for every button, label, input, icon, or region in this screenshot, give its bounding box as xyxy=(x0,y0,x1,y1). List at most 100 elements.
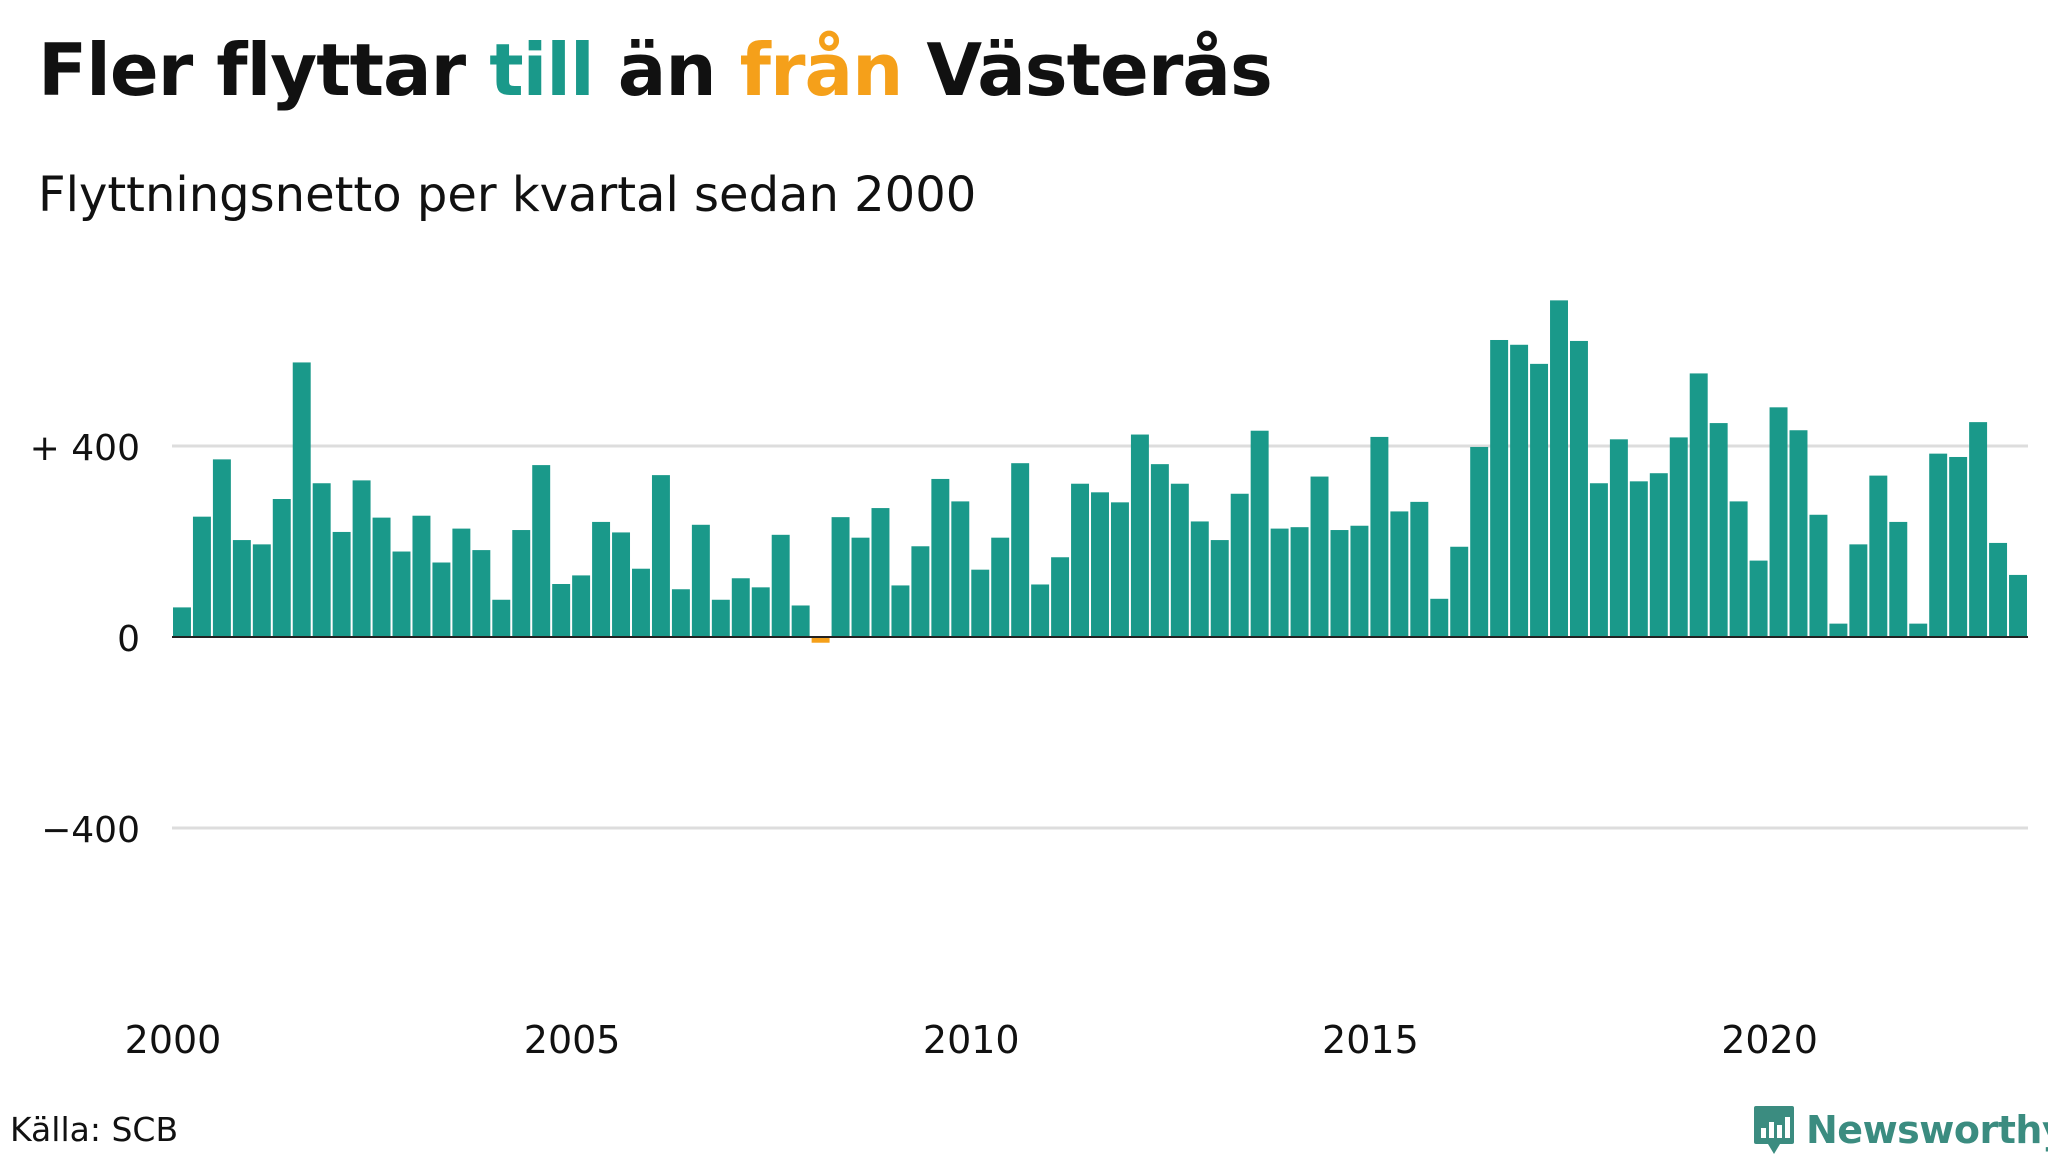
bar-q47 xyxy=(1091,492,1109,637)
bar-q61 xyxy=(1370,436,1389,637)
bar-q67 xyxy=(1490,339,1509,637)
bar-q54 xyxy=(1230,493,1249,637)
bar-q38 xyxy=(911,546,930,637)
x-axis-tick-labels: 2000 2005 2010 2015 2020 xyxy=(125,1018,1818,1062)
bar-q42 xyxy=(991,537,1010,637)
bar-q15 xyxy=(452,528,471,637)
bar-q5 xyxy=(252,544,271,637)
x-tick-label-2020: 2020 xyxy=(1721,1018,1818,1062)
bar-q62 xyxy=(1390,511,1409,637)
bar-q43 xyxy=(1011,463,1030,637)
bar-q36 xyxy=(871,508,890,637)
bar-q35 xyxy=(851,537,870,637)
bar-q25 xyxy=(651,475,670,637)
title-till-highlight: till xyxy=(489,28,594,112)
bar-q3 xyxy=(212,459,231,637)
bar-q76 xyxy=(1669,437,1688,637)
bar-q2 xyxy=(192,516,211,637)
bar-q82 xyxy=(1789,430,1808,637)
bar-q16 xyxy=(472,550,491,637)
bar-q17 xyxy=(492,599,511,637)
bar-q64 xyxy=(1430,598,1449,637)
bar-q74 xyxy=(1629,481,1648,637)
bar-q10 xyxy=(352,480,371,637)
bar-q50 xyxy=(1150,464,1169,637)
bar-q49 xyxy=(1130,434,1149,637)
bar-q18 xyxy=(512,530,531,637)
bar-q9 xyxy=(332,531,351,637)
bar-q66 xyxy=(1470,446,1489,637)
source-note: Källa: SCB xyxy=(10,1110,179,1149)
bar-q59 xyxy=(1330,530,1349,637)
bar-q90 xyxy=(1949,456,1968,637)
bar-q24 xyxy=(632,568,650,637)
bar-q29 xyxy=(731,578,750,637)
bar-q30 xyxy=(751,587,770,637)
bar-q14 xyxy=(432,562,451,637)
bar-q57 xyxy=(1290,527,1309,637)
bar-q39 xyxy=(931,478,950,637)
bar-q92 xyxy=(1989,542,2008,637)
bar-q79 xyxy=(1729,501,1748,637)
chart-subtitle: Flyttningsnetto per kvartal sedan 2000 xyxy=(38,167,977,223)
bar-q11 xyxy=(372,517,391,637)
chart-title: Fler flyttar till än från Västerås xyxy=(38,20,1273,120)
bar-q19 xyxy=(532,465,551,637)
bar-q12 xyxy=(392,551,411,637)
x-tick-label-2010: 2010 xyxy=(923,1018,1020,1062)
bar-q20 xyxy=(552,583,571,637)
bar-q21 xyxy=(572,575,591,637)
bar-q68 xyxy=(1510,344,1529,637)
bar-q56 xyxy=(1270,528,1289,637)
bar-q53 xyxy=(1210,540,1229,637)
title-fran-highlight: från xyxy=(739,28,904,112)
bar-q4 xyxy=(232,540,251,637)
bar-q70 xyxy=(1550,300,1568,637)
y-tick-label-400: + 400 xyxy=(30,428,140,469)
brand-name: Newsworthy xyxy=(1806,1108,2048,1152)
title-part-3: Västerås xyxy=(902,28,1272,112)
bar-q45 xyxy=(1051,557,1070,637)
bar-q23 xyxy=(612,532,631,637)
bar-q27 xyxy=(691,524,710,637)
y-tick-label-minus-400: −400 xyxy=(41,810,140,851)
title-part-1: Fler flyttar xyxy=(38,28,490,112)
bar-q65 xyxy=(1450,546,1469,637)
bar-q1 xyxy=(173,607,191,637)
bar-q26 xyxy=(671,589,690,637)
title-part-2: än xyxy=(593,28,740,112)
bar-q72 xyxy=(1589,483,1608,637)
bar-q55 xyxy=(1250,430,1269,637)
bar-q32 xyxy=(791,605,810,637)
bar-q63 xyxy=(1410,501,1429,637)
bar-q41 xyxy=(971,569,990,637)
newsworthy-logo: Newsworthy xyxy=(1752,1100,2048,1160)
bar-q78 xyxy=(1709,423,1728,637)
y-tick-label-0: 0 xyxy=(117,619,140,660)
y-axis-tick-labels: + 400 0 −400 xyxy=(30,428,140,851)
bar-q28 xyxy=(711,599,730,637)
newsworthy-logo-icon xyxy=(1754,1106,1794,1154)
bar-q85 xyxy=(1849,544,1868,637)
bar-q71 xyxy=(1569,340,1588,637)
bar-q60 xyxy=(1350,525,1369,637)
bar-q58 xyxy=(1310,476,1329,637)
bar-q83 xyxy=(1809,514,1828,637)
bar-q75 xyxy=(1649,473,1668,637)
bar-q48 xyxy=(1110,502,1129,637)
bar-q77 xyxy=(1689,373,1708,637)
bars xyxy=(173,300,2027,643)
x-tick-label-2005: 2005 xyxy=(524,1018,621,1062)
bar-q93 xyxy=(2009,574,2027,637)
bar-q51 xyxy=(1170,483,1189,637)
bar-q8 xyxy=(312,483,331,637)
bar-q88 xyxy=(1909,623,1928,637)
bar-q86 xyxy=(1869,475,1888,637)
bar-q22 xyxy=(592,521,611,637)
bar-q31 xyxy=(771,534,790,637)
bar-q7 xyxy=(292,362,311,637)
x-tick-label-2015: 2015 xyxy=(1322,1018,1419,1062)
bar-q44 xyxy=(1031,584,1050,637)
bar-q52 xyxy=(1190,521,1209,637)
